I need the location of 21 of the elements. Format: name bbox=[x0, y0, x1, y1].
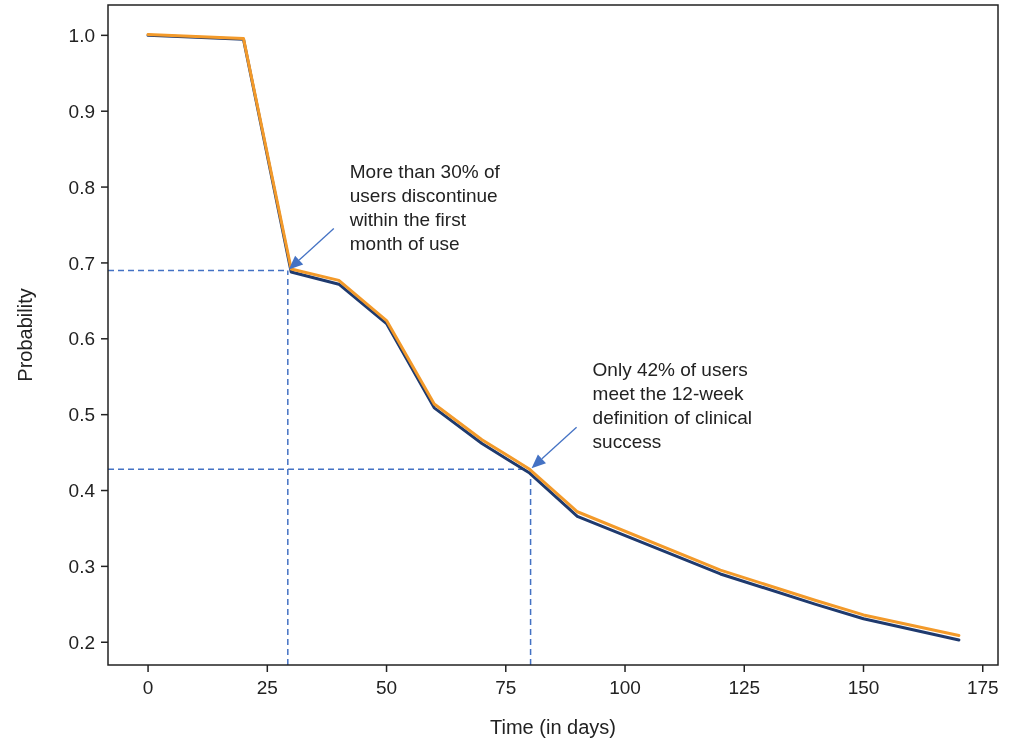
y-axis-title: Probability bbox=[14, 288, 36, 382]
y-tick-label: 0.2 bbox=[68, 631, 95, 653]
annotation: Only 42% of users meet the 12-week definition of clinical success bbox=[592, 359, 753, 453]
annotation: More than 30% of users discontinue within the first month of use bbox=[348, 160, 501, 254]
x-tick-label: 25 bbox=[256, 677, 278, 698]
y-tick-label: 0.5 bbox=[68, 404, 95, 426]
x-tick-label: 100 bbox=[609, 677, 641, 698]
x-tick-label: 50 bbox=[375, 677, 398, 698]
x-tick-label: 150 bbox=[847, 677, 880, 698]
x-axis-title: Time (in days) bbox=[490, 716, 616, 738]
x-tick-label: 175 bbox=[966, 677, 999, 698]
y-tick-label: 0.4 bbox=[68, 480, 96, 502]
y-tick-label: 0.3 bbox=[68, 556, 95, 578]
y-tick-label: 0.9 bbox=[68, 100, 95, 122]
x-tick-label: 0 bbox=[142, 677, 154, 698]
x-tick-label: 125 bbox=[728, 677, 761, 698]
y-tick-label: 0.8 bbox=[68, 176, 95, 198]
y-tick-label: 0.7 bbox=[68, 252, 95, 274]
y-tick-label: 0.6 bbox=[68, 328, 95, 350]
y-tick-label: 1.0 bbox=[68, 24, 95, 46]
x-tick-label: 75 bbox=[495, 677, 517, 698]
